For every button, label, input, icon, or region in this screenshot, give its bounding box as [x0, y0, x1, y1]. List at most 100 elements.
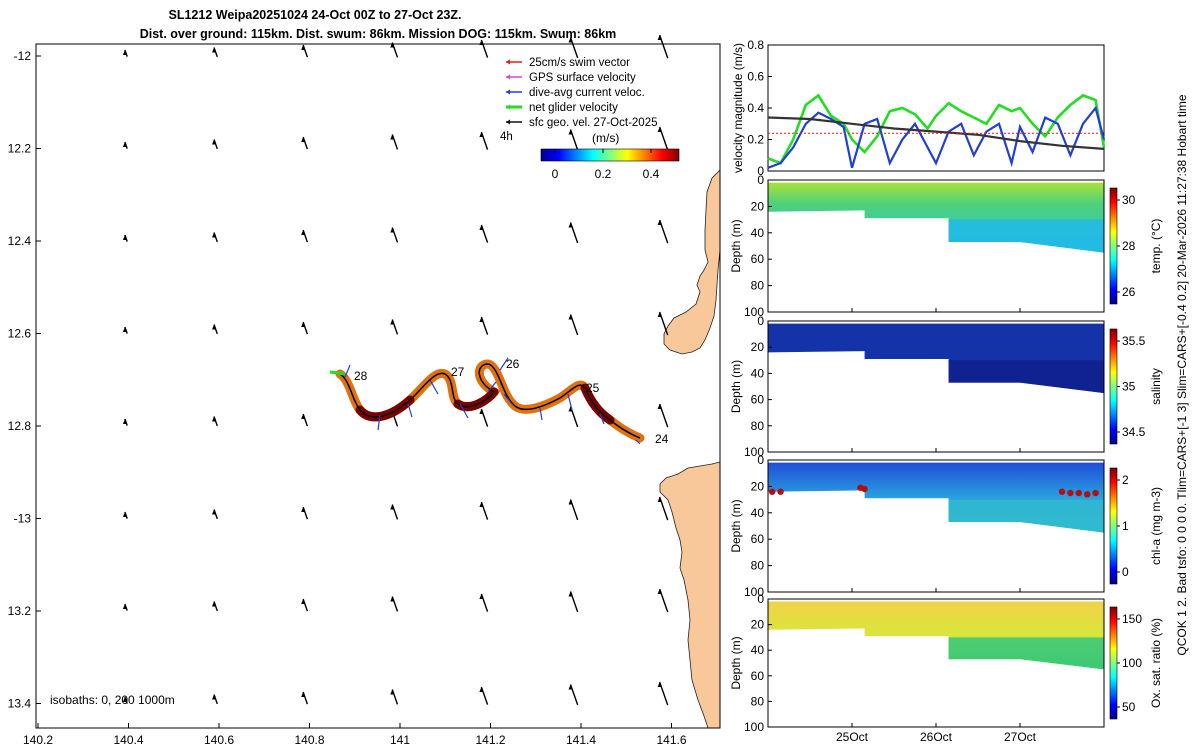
geo-vector-head: [479, 225, 484, 230]
legend-swatch-head: [506, 104, 510, 110]
geo-vector-head: [122, 235, 127, 240]
surface-geostrophic-vectors: [122, 34, 669, 706]
day-label: 25: [586, 381, 600, 395]
map-y-tick-label: 12.4: [8, 234, 32, 248]
side-annotation: QCOK 1 2. Bad tsfo: 0 0 0 0. Tlim=CARS+[…: [1175, 94, 1189, 655]
profile-colorbar-tick-label: 50: [1122, 700, 1136, 714]
profile-colorbar-tick-label: 1: [1122, 519, 1129, 533]
chl-max-point: [1092, 489, 1099, 497]
geo-vector-head: [657, 35, 662, 40]
chl-max-point: [769, 488, 776, 495]
geo-vector-head: [657, 220, 662, 225]
profile-colorbar: [1109, 187, 1118, 305]
legend-label: net glider velocity: [529, 102, 618, 114]
map-title-line2: Dist. over ground: 115km. Dist. swum: 86…: [140, 27, 617, 41]
profile-y-tick-label: 60: [751, 669, 765, 683]
velocity-y-tick-label: 0.4: [747, 101, 764, 115]
profile-colorbar-tick-label: 30: [1122, 193, 1136, 207]
geo-vector-head: [212, 694, 217, 700]
colorbar-label: (m/s): [592, 131, 619, 145]
profile-y-tick-label: 60: [751, 532, 765, 546]
speed-colorbar-ticks: 0 0.2 0.4: [552, 149, 660, 181]
geo-vector-head: [657, 312, 662, 317]
velocity-series-sfc-geo-vel-: [767, 116, 1105, 150]
geo-vector-head: [122, 419, 127, 424]
geo-vector-head: [301, 45, 306, 50]
map-y-axis: -12 12.2 12.4 12.6 12.8 -13 13.2 13.4: [8, 49, 41, 711]
geo-vector-head: [122, 697, 127, 702]
profile-colorbar-tick-label: 35: [1122, 380, 1136, 394]
profile-y-tick-label: 40: [751, 506, 765, 520]
profile-y-tick-label: 60: [751, 252, 765, 266]
map-axes: 140.2 140.4 140.6 140.8 141 141.2 141.4 141.6 -…: [8, 34, 721, 747]
profile-ylabel: Depth (m): [729, 636, 743, 689]
map-y-tick-label: 13.2: [8, 604, 32, 618]
day-labels: 28 27 26 25 24: [354, 357, 669, 446]
profile-y-tick-label: 40: [751, 643, 765, 657]
profile-y-tick-label: 100: [744, 720, 764, 734]
dive-current-vectors: [344, 357, 641, 445]
profile-x-tick-label: 25Oct: [836, 730, 869, 744]
profile-colorbar-tick-label: 100: [1122, 656, 1142, 670]
profile-panel-2: 0 20 40 60 80 100 Depth (m) 35.5 35 34.5 salinity: [729, 314, 1163, 459]
profile-x-tick-label: 26Oct: [920, 730, 953, 744]
profile-y-tick-label: 20: [751, 618, 765, 632]
map-y-tick-label: 12.6: [8, 327, 32, 341]
map-x-tick-label: 141.6: [656, 733, 686, 747]
geo-vector-head: [122, 142, 127, 147]
profile-y-tick-label: 100: [744, 585, 764, 599]
geo-vector-head: [479, 40, 484, 45]
legend-label: dive-avg current veloc.: [529, 87, 645, 99]
geo-vector-head: [301, 137, 306, 142]
profile-deep-layer: [948, 219, 1104, 253]
chl-max-point: [1084, 491, 1091, 498]
profile-y-tick-label: 0: [757, 173, 764, 187]
geo-vector-head: [479, 687, 484, 692]
profile-ylabel: Depth (m): [729, 219, 743, 272]
land-lower: [659, 461, 721, 729]
geo-vector-head: [301, 230, 306, 235]
profile-colorbar-tick-label: 35.5: [1122, 334, 1146, 348]
profile-x-tick-label: 27Oct: [1004, 730, 1037, 744]
land-upper: [663, 169, 721, 355]
legend-swatch-head: [506, 119, 510, 125]
geo-vector-head: [390, 134, 395, 140]
geo-vector-head: [568, 406, 573, 412]
profile-colorbar-label: salinity: [1149, 368, 1163, 405]
profile-deep-layer: [948, 360, 1104, 394]
profile-colorbar-tick-label: 28: [1122, 239, 1136, 253]
geo-vector-head: [212, 232, 217, 238]
profile-colorbar: [1109, 606, 1118, 720]
profile-colorbar-tick-label: 0: [1122, 565, 1129, 579]
glider-track: [329, 357, 645, 445]
geo-vector-head: [301, 692, 306, 697]
chl-max-point: [861, 485, 868, 493]
legend-time-step: 4h: [500, 131, 513, 143]
geo-vector-head: [657, 682, 662, 687]
colorbar-tick-label: 0.4: [643, 167, 660, 181]
geo-vector-head: [568, 499, 573, 505]
profile-deep-layer: [948, 499, 1104, 533]
map-x-tick-label: 141: [390, 733, 410, 747]
geo-vector-head: [212, 47, 217, 53]
velocity-series-net-glider-velocity: [767, 93, 1106, 165]
profile-ylabel: Depth (m): [729, 360, 743, 413]
velocity-y-tick-label: 0.6: [747, 70, 764, 84]
profile-panel-1: 0 20 40 60 80 100 Depth (m) 30 28 26 temp. (°C): [729, 173, 1163, 319]
geo-vector-head: [390, 596, 395, 602]
geo-vector-head: [301, 599, 306, 604]
geo-vector-head: [390, 42, 395, 48]
colorbar-tick-label: 0.2: [595, 167, 612, 181]
profile-colorbar-tick-label: 150: [1122, 612, 1142, 626]
geo-vector-head: [479, 132, 484, 137]
geo-vector-head: [657, 497, 662, 502]
map-y-tick-label: 13.4: [8, 697, 32, 711]
geo-vector-head: [390, 689, 395, 695]
profile-y-tick-label: 20: [751, 340, 765, 354]
track-line: [339, 363, 641, 439]
velocity-y-tick-label: 0: [757, 164, 764, 178]
geo-vector-head: [212, 139, 217, 145]
profile-y-tick-label: 80: [751, 279, 765, 293]
map-x-axis: 140.2 140.4 140.6 140.8 141 141.2 141.4 141.6: [23, 723, 687, 747]
